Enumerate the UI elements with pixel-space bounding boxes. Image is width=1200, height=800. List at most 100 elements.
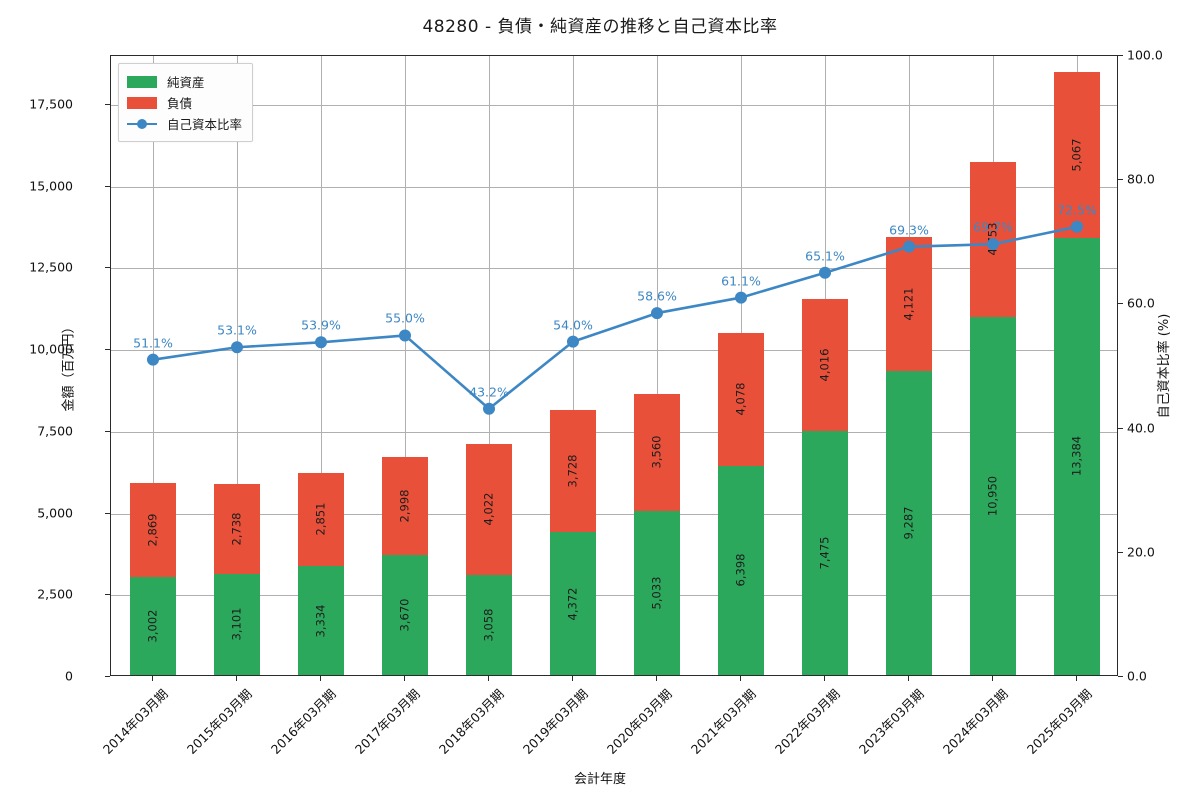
bar-group[interactable]: 3,101 2,738 — [213, 484, 261, 675]
y-axis-tick-right: 40.0 — [1127, 420, 1155, 436]
line-value-label: 69.7% — [973, 219, 1013, 235]
y-axis-label-right: 自己資本比率 (%) — [1157, 313, 1173, 418]
x-axis-tick: 2015年03月期 — [183, 686, 255, 757]
bar-segment-equity[interactable]: 4,372 — [549, 532, 597, 675]
tick-mark — [105, 185, 110, 187]
bar-group[interactable]: 3,058 4,022 — [465, 443, 513, 675]
y-axis-tick-left: 5,000 — [37, 505, 73, 521]
gridline-vertical — [321, 56, 322, 675]
bar-segment-liability[interactable]: 2,869 — [129, 483, 177, 577]
x-axis-label: 会計年度 — [573, 772, 626, 787]
bar-segment-liability[interactable]: 5,067 — [1053, 71, 1101, 238]
line-marker[interactable] — [819, 266, 831, 279]
bar-segment-liability[interactable]: 2,851 — [297, 472, 345, 567]
green-swatch-icon — [127, 75, 157, 88]
line-value-label: 69.3% — [889, 222, 929, 238]
legend-label: 純資産 — [167, 75, 205, 90]
bar-segment-equity[interactable]: 3,670 — [381, 555, 429, 675]
bar-group[interactable]: 5,033 3,560 — [633, 394, 681, 675]
tick-mark — [105, 512, 110, 514]
line-value-label: 54.0% — [553, 317, 593, 333]
y-axis-tick-left: 10,000 — [29, 341, 73, 357]
tick-mark — [1118, 427, 1123, 429]
line-marker[interactable] — [399, 329, 411, 342]
line-marker[interactable] — [147, 353, 159, 366]
bar-segment-liability[interactable]: 3,560 — [633, 394, 681, 511]
tick-mark — [105, 676, 110, 677]
bar-segment-equity[interactable]: 3,002 — [129, 576, 177, 675]
x-axis-tick: 2022年03月期 — [771, 686, 843, 757]
bar-segment-liability[interactable]: 4,022 — [465, 443, 513, 576]
line-marker[interactable] — [1071, 220, 1083, 233]
line-marker[interactable] — [315, 336, 327, 349]
bar-segment-liability[interactable]: 2,738 — [213, 484, 261, 574]
line-marker[interactable] — [735, 291, 747, 304]
line-marker[interactable] — [903, 240, 915, 253]
legend-item-equity[interactable]: 純資産 — [127, 71, 242, 92]
gridline-horizontal — [111, 677, 1117, 678]
line-marker[interactable] — [567, 335, 579, 348]
bar-group[interactable]: 9,287 4,121 — [885, 236, 933, 675]
line-series-layer — [147, 220, 1083, 415]
tick-mark — [1118, 179, 1123, 181]
bar-group[interactable]: 3,334 2,851 — [297, 472, 345, 675]
y-axis-tick-left: 0 — [65, 668, 73, 684]
line-value-label: 58.6% — [637, 288, 677, 304]
page-title: 48280 - 負債・純資産の推移と自己資本比率 — [422, 17, 778, 37]
bar-segment-equity[interactable]: 10,950 — [969, 317, 1017, 675]
gridline-vertical — [489, 56, 490, 675]
tick-mark — [824, 676, 825, 681]
line-value-label: 43.2% — [469, 384, 509, 400]
gridline-horizontal — [111, 513, 1117, 515]
bar-group[interactable]: 3,670 2,998 — [381, 457, 429, 675]
y-axis-label-left: 金額（百万円） — [61, 319, 77, 412]
bar-segment-liability[interactable]: 4,016 — [801, 299, 849, 431]
gridline-vertical — [405, 56, 406, 675]
bar-group[interactable]: 4,372 3,728 — [549, 410, 597, 675]
legend-item-liability[interactable]: 負債 — [127, 92, 242, 113]
bar-segment-equity[interactable]: 3,101 — [213, 573, 261, 675]
bar-segment-equity[interactable]: 3,058 — [465, 575, 513, 675]
x-axis-tick: 2018年03月期 — [435, 686, 507, 757]
bar-segment-liability[interactable]: 4,078 — [717, 332, 765, 466]
bar-segment-liability[interactable]: 2,998 — [381, 457, 429, 556]
bar-segment-equity[interactable]: 7,475 — [801, 430, 849, 675]
line-marker[interactable] — [483, 402, 495, 415]
bar-group[interactable]: 7,475 4,016 — [801, 299, 849, 675]
bar-group[interactable]: 3,002 2,869 — [129, 483, 177, 675]
y-axis-tick-left: 17,500 — [29, 96, 73, 112]
gridline-vertical — [237, 56, 238, 675]
line-marker[interactable] — [231, 341, 243, 354]
tick-mark — [320, 676, 321, 681]
line-marker[interactable] — [651, 307, 663, 320]
legend-label: 負債 — [167, 96, 193, 111]
tick-mark — [105, 594, 110, 596]
tick-mark — [105, 430, 110, 432]
gridline-vertical — [657, 56, 658, 675]
bar-segment-equity[interactable]: 3,334 — [297, 566, 345, 675]
line-marker[interactable] — [987, 238, 999, 251]
plot-area: 3,002 2,869 3,101 2,738 3,334 2,851 3,670 2,998… — [62, 55, 1173, 678]
line-labels-layer: 51.1% 53.1% 53.9% 55.0% 43.2% 54.0% 58.6% 61.1%… — [111, 56, 1117, 675]
bar-segment-equity[interactable]: 5,033 — [633, 510, 681, 675]
blue-line-marker-icon — [127, 118, 157, 130]
bar-segment-liability[interactable]: 3,728 — [549, 410, 597, 533]
bar-segment-equity[interactable]: 13,384 — [1053, 237, 1101, 675]
bar-group[interactable]: 13,384 5,067 — [1053, 71, 1101, 675]
line-value-label: 53.9% — [301, 317, 341, 333]
tick-mark — [1118, 55, 1123, 56]
bar-segment-equity[interactable]: 9,287 — [885, 371, 933, 675]
bar-group[interactable]: 6,398 4,078 — [717, 332, 765, 675]
line-value-label: 51.1% — [133, 335, 173, 351]
line-value-label: 53.1% — [217, 322, 257, 338]
bar-segment-equity[interactable]: 6,398 — [717, 465, 765, 675]
tick-mark — [404, 676, 405, 681]
legend-item-equity-ratio[interactable]: 自己資本比率 — [127, 113, 242, 134]
bar-series-layer: 3,002 2,869 3,101 2,738 3,334 2,851 3,670 2,998… — [111, 56, 1117, 675]
bar-group[interactable]: 10,9504,753 — [969, 161, 1017, 675]
tick-mark — [908, 676, 909, 681]
bar-segment-liability[interactable]: 4,121 — [885, 236, 933, 372]
gridline-horizontal — [111, 350, 1117, 352]
gridline-horizontal — [111, 431, 1117, 433]
